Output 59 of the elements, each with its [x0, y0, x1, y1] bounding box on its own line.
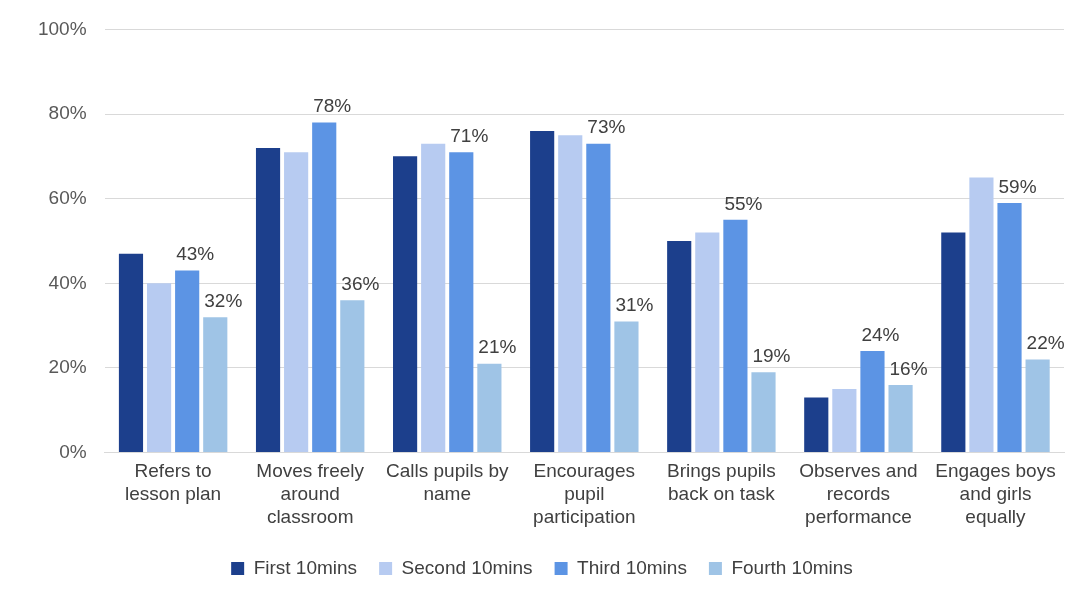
- data-label: 73%: [587, 116, 626, 138]
- bar: [969, 177, 994, 453]
- data-label: 55%: [724, 192, 763, 214]
- bar: [558, 135, 583, 453]
- bar: [723, 219, 748, 453]
- y-tick-label: 100%: [37, 17, 87, 39]
- data-label: 32%: [204, 289, 243, 311]
- data-label: 36%: [341, 272, 380, 294]
- bar: [284, 152, 309, 453]
- bar: [941, 232, 966, 453]
- legend-label: Third 10mins: [577, 556, 687, 578]
- bar: [832, 389, 857, 453]
- bar: [340, 300, 365, 453]
- bar: [255, 147, 281, 453]
- bar: [667, 241, 692, 453]
- data-label: 43%: [176, 243, 215, 265]
- bar: [888, 384, 913, 453]
- bar: [586, 143, 611, 453]
- data-label: 16%: [889, 357, 928, 379]
- x-tick-label: Observes and records performance: [799, 460, 918, 527]
- x-tick-label: Brings pupils back on task: [666, 460, 776, 505]
- data-label: 31%: [615, 294, 654, 316]
- bar: [146, 283, 172, 453]
- x-tick-label: Refers to lesson plan: [125, 460, 222, 505]
- y-tick-label: 20%: [48, 356, 87, 378]
- data-label: 22%: [1026, 332, 1065, 354]
- bar: [804, 397, 829, 453]
- data-label: 19%: [752, 344, 791, 366]
- legend-label: First 10mins: [253, 556, 358, 578]
- x-tick-label: Engages boys and girls equally: [935, 460, 1056, 527]
- data-label: 59%: [998, 175, 1037, 197]
- bar: [530, 130, 555, 453]
- bar: [393, 156, 418, 453]
- bar: [449, 152, 474, 453]
- bar: [118, 253, 144, 453]
- legend-label: Second 10mins: [401, 556, 533, 578]
- bar: [477, 363, 502, 453]
- bar: [695, 232, 720, 453]
- bar: [312, 122, 337, 453]
- data-label: 71%: [450, 124, 489, 146]
- bar: [1025, 359, 1050, 453]
- bar: [751, 372, 776, 453]
- bar: [614, 321, 639, 453]
- y-tick-label: 40%: [48, 271, 87, 293]
- y-tick-label: 60%: [48, 186, 87, 208]
- x-tick-label: Moves freely around classroom: [256, 460, 365, 527]
- bar: [203, 317, 228, 453]
- bar: [860, 351, 885, 453]
- x-tick-label: Encourages pupil participation: [533, 460, 636, 527]
- data-label: 21%: [478, 336, 517, 358]
- y-tick-label: 0%: [59, 440, 87, 462]
- bar: [421, 143, 446, 453]
- bar: [997, 202, 1022, 453]
- bar: [175, 270, 200, 453]
- data-label: 24%: [861, 323, 900, 345]
- legend-label: Fourth 10mins: [731, 556, 853, 578]
- y-tick-label: 80%: [48, 102, 87, 124]
- x-tick-label: Calls pupils by name: [385, 460, 509, 505]
- data-label: 78%: [313, 95, 352, 117]
